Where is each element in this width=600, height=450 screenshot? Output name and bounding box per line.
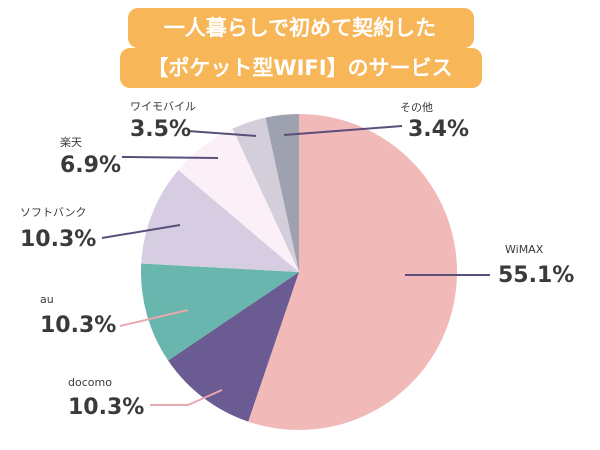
pie-slice	[232, 117, 299, 272]
leader-line	[119, 309, 189, 327]
slice-name: ソフトバンク	[20, 206, 87, 219]
leader-line	[101, 224, 181, 239]
leader-line	[283, 125, 403, 136]
slice-value-label: 3.5%	[130, 117, 191, 142]
slice-name: WiMAX	[505, 243, 544, 256]
slice-value-label: 3.4%	[408, 117, 469, 142]
slice-name: 楽天	[60, 136, 82, 149]
pie-slice	[168, 272, 299, 422]
slice-value-label: 10.3%	[40, 313, 116, 338]
chart-title: 【ポケット型WIFI】のサービス	[147, 56, 452, 80]
pie-slice	[265, 114, 299, 272]
leader-line	[187, 130, 257, 137]
pie-slice	[248, 114, 457, 431]
slice-name: その他	[400, 101, 433, 114]
leader-line	[150, 389, 223, 406]
chart-title: 一人暮らしで初めて契約した	[164, 16, 436, 40]
pie-slice	[178, 128, 299, 272]
pie-slice	[141, 263, 299, 361]
slice-name: ワイモバイル	[130, 100, 196, 113]
slice-name: docomo	[68, 376, 112, 389]
pie-slice	[141, 169, 299, 272]
leader-line	[121, 156, 219, 159]
title-box	[128, 8, 474, 48]
title-box	[120, 48, 482, 88]
slice-name: au	[40, 293, 54, 306]
slice-value-label: 6.9%	[60, 153, 121, 178]
slice-value-label: 10.3%	[20, 227, 96, 252]
slice-value-label: 10.3%	[68, 395, 144, 420]
slice-value-label: 55.1%	[498, 263, 574, 288]
